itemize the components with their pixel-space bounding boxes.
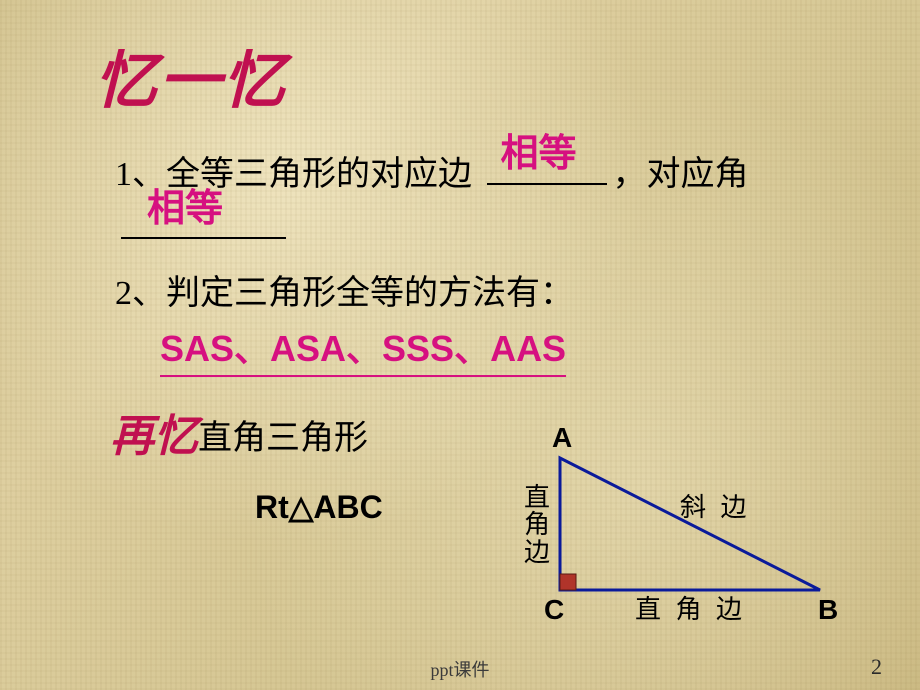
triangle-diagram: A B C 直角边 直 角 边 斜 边 — [500, 440, 860, 640]
subtitle: 再忆直角三角形 — [110, 400, 368, 464]
left-side-label: 直角边 — [524, 484, 550, 566]
q1-mid: ，对应角 — [613, 156, 749, 193]
blank-1: 相等 — [481, 148, 613, 202]
footer-text: ppt课件 — [0, 656, 920, 682]
subtitle-red: 再忆 — [110, 412, 198, 461]
vertex-a-label: A — [552, 422, 572, 454]
blank-1-answer: 相等 — [501, 124, 577, 185]
subtitle-black: 直角三角形 — [198, 419, 368, 457]
triangle-shape — [560, 458, 820, 590]
slide-title: 忆一忆 — [95, 30, 287, 120]
slide: 忆一忆 1、全等三角形的对应边 相等，对应角相等 2、判定三角形全等的方法有： … — [0, 0, 920, 690]
rt-triangle-label: Rt△ABC — [255, 488, 383, 526]
blank-2: 相等 — [115, 202, 292, 256]
vertex-c-label: C — [544, 594, 564, 626]
question-2: 2、判定三角形全等的方法有： — [115, 265, 574, 314]
page-number: 2 — [871, 654, 882, 680]
hypotenuse-label: 斜 边 — [680, 494, 751, 521]
blank-2-line: 相等 — [121, 237, 286, 239]
bottom-side-label: 直 角 边 — [635, 596, 746, 623]
question-1: 1、全等三角形的对应边 相等，对应角相等 — [115, 148, 875, 257]
right-angle-icon — [560, 574, 576, 590]
blank-1-line: 相等 — [487, 183, 607, 185]
congruence-methods: SAS、ASA、SSS、AAS — [160, 320, 566, 377]
blank-2-answer: 相等 — [147, 179, 223, 240]
vertex-b-label: B — [818, 594, 838, 626]
